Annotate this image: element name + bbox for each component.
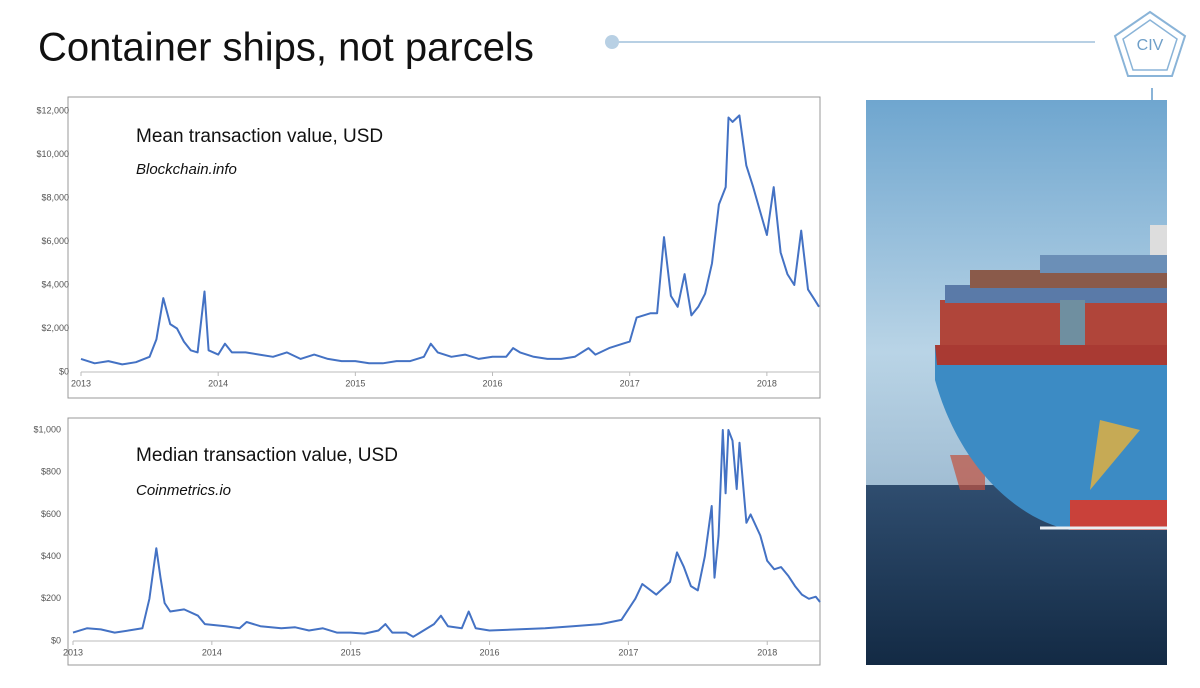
chart-frame	[67, 96, 821, 399]
x-tick-label: 2015	[345, 378, 365, 388]
chart-title: Median transaction value, USD	[136, 445, 398, 466]
x-tick-label: 2017	[620, 378, 640, 388]
chart-frame	[67, 417, 821, 666]
x-tick-label: 2018	[757, 378, 777, 388]
y-tick-label: $4,000	[41, 279, 69, 289]
ship-photo	[866, 100, 1167, 665]
data-line	[80, 114, 820, 366]
y-tick-label: $200	[41, 593, 61, 603]
chart-subtitle: Blockchain.info	[136, 161, 237, 178]
y-tick-label: $1,000	[33, 424, 61, 434]
x-tick-label: 2013	[63, 647, 83, 657]
y-tick-label: $0	[59, 366, 69, 376]
y-tick-label: $400	[41, 551, 61, 561]
y-tick-label: $600	[41, 509, 61, 519]
x-tick-label: 2017	[618, 647, 638, 657]
slide-title: Container ships, not parcels	[38, 26, 534, 70]
chart-subtitle: Coinmetrics.io	[136, 482, 231, 499]
y-tick-label: $2,000	[41, 323, 69, 333]
y-tick-label: $0	[51, 635, 61, 645]
logo-text: CIV	[1137, 37, 1164, 54]
y-tick-label: $10,000	[36, 149, 69, 159]
logo: CIV	[1113, 10, 1187, 100]
x-tick-label: 2018	[757, 647, 777, 657]
x-tick-label: 2015	[341, 647, 361, 657]
y-tick-label: $800	[41, 467, 61, 477]
y-tick-label: $12,000	[36, 105, 69, 115]
x-tick-label: 2014	[202, 647, 222, 657]
y-tick-label: $8,000	[41, 192, 69, 202]
y-tick-label: $6,000	[41, 236, 69, 246]
x-tick-label: 2013	[71, 378, 91, 388]
data-line	[72, 429, 821, 638]
x-tick-label: 2016	[480, 647, 500, 657]
x-tick-label: 2016	[483, 378, 503, 388]
x-tick-label: 2014	[208, 378, 228, 388]
chart-title: Mean transaction value, USD	[136, 126, 383, 147]
